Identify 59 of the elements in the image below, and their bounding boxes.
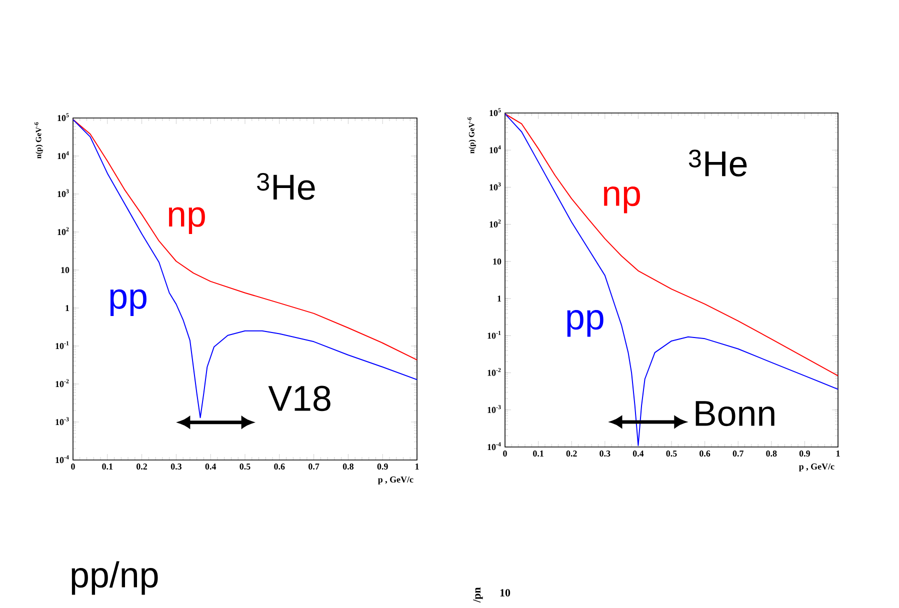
y-tick-label: 10$^{-4}$ xyxy=(56,455,69,464)
x-tick-label: 0 xyxy=(503,450,507,457)
series-label: np xyxy=(604,186,640,214)
x-tick-label: 0.6 xyxy=(274,464,285,470)
y-tick-label: 10$^{-3}$ xyxy=(56,417,69,426)
x-tick-label: 0.2 xyxy=(566,450,577,457)
series-label: pp xyxy=(110,289,146,316)
x-tick-label: 0.1 xyxy=(102,464,113,470)
x-tick-label: 0.6 xyxy=(700,450,710,457)
annotation: V18 xyxy=(268,386,330,412)
x-tick-label: 0.9 xyxy=(799,450,810,457)
line-series xyxy=(505,113,838,376)
annotation: Bonn xyxy=(696,401,774,426)
y-tick-label: 1 xyxy=(66,305,70,311)
y-tick-label: 10$^{4}$ xyxy=(490,145,501,154)
x-axis-title: p , GeV/c xyxy=(798,464,834,472)
y-tick-label: 10$^{5}$ xyxy=(490,108,501,116)
line-series xyxy=(505,113,838,446)
y-tick-label: 10$^{3}$ xyxy=(58,189,69,198)
series-label: np xyxy=(168,207,205,234)
x-axis-title: p , GeV/c xyxy=(378,476,414,484)
y-tick-label: 10$^{-2}$ xyxy=(56,379,69,388)
x-tick-label: 0.1 xyxy=(533,450,544,457)
x-tick-label: 0.7 xyxy=(732,450,744,457)
text: /pn xyxy=(473,587,483,603)
y-tick-label: 10 xyxy=(493,258,502,265)
y-tick-label: 10$^{2}$ xyxy=(490,220,501,228)
y-tick-label: 1 xyxy=(498,296,502,302)
y-tick-label: 10$^{-1}$ xyxy=(56,341,69,350)
x-tick-label: 1 xyxy=(415,464,419,470)
x-tick-label: 0.8 xyxy=(342,464,354,470)
x-tick-label: 0.5 xyxy=(240,464,250,470)
x-tick-label: 0.3 xyxy=(600,450,610,457)
x-tick-label: 0.3 xyxy=(170,464,182,470)
y-tick-label: 10$^{-3}$ xyxy=(488,405,501,413)
x-tick-label: 0.7 xyxy=(308,464,320,470)
y-tick-label: 10 xyxy=(61,267,70,274)
y-tick-label: 10$^{-1}$ xyxy=(488,330,501,339)
x-tick-label: 0.4 xyxy=(632,450,644,457)
y-tick-label: 10$^{-4}$ xyxy=(488,442,501,450)
line-series xyxy=(73,119,418,418)
line-series xyxy=(73,119,418,360)
y-tick-label: 10$^{-2}$ xyxy=(488,368,501,376)
x-tick-label: 1 xyxy=(836,450,840,456)
y-tick-label: 10$^{5}$ xyxy=(58,113,69,122)
y-tick-label: 10$^{4}$ xyxy=(58,151,69,160)
text: 10 xyxy=(500,589,510,596)
text: pp/np xyxy=(72,561,158,595)
x-tick-label: 0.4 xyxy=(205,464,216,470)
x-tick-label: 0.9 xyxy=(377,464,388,470)
y-tick-label: 10$^{2}$ xyxy=(58,227,69,236)
x-tick-label: 0 xyxy=(71,464,75,470)
annotation: $^{3}$He xyxy=(257,172,315,200)
y-tick-label: 10$^{3}$ xyxy=(490,182,501,190)
series-label: pp xyxy=(567,310,604,337)
x-tick-label: 0.5 xyxy=(666,450,677,457)
x-tick-label: 0.2 xyxy=(136,464,148,470)
annotation: $^{3}$He xyxy=(688,150,747,177)
x-tick-label: 0.8 xyxy=(766,450,777,457)
